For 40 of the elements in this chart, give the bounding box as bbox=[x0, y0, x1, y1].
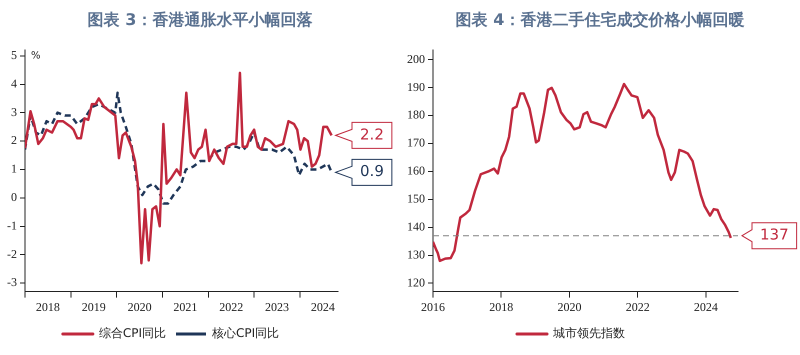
y-tick-label: 5 bbox=[10, 48, 17, 62]
y-tick-label: 2 bbox=[10, 133, 17, 148]
y-tick-label: -1 bbox=[6, 218, 17, 232]
y-tick-label: 1 bbox=[10, 162, 17, 176]
legend-label: 核心CPI同比 bbox=[211, 326, 280, 340]
y-tick-label: 160 bbox=[407, 164, 425, 178]
y-tick-label: 140 bbox=[407, 219, 425, 234]
y-tick-label: 0 bbox=[10, 190, 17, 204]
y-tick-label: 120 bbox=[407, 275, 425, 290]
line-series bbox=[24, 92, 333, 205]
annotation: 0.9 bbox=[360, 162, 384, 180]
x-tick-label: 2019 bbox=[82, 300, 106, 314]
x-tick-label: 2024 bbox=[310, 300, 335, 314]
y-tick-label: 190 bbox=[407, 80, 425, 94]
y-tick-label: 3 bbox=[10, 104, 17, 119]
x-tick-label: 2020 bbox=[128, 300, 152, 314]
y-tick-label: 170 bbox=[407, 136, 425, 150]
legend-label: 城市领先指数 bbox=[552, 326, 625, 340]
x-tick-label: 2016 bbox=[421, 300, 445, 314]
y-tick-label: 150 bbox=[407, 192, 425, 206]
chart-title: 图表 3：香港通胀水平小幅回落 bbox=[86, 9, 314, 31]
x-tick-label: 2018 bbox=[489, 300, 514, 314]
y-tick-label: -2 bbox=[6, 246, 17, 261]
x-tick-label: 2018 bbox=[36, 300, 60, 314]
y-tick-label: 130 bbox=[407, 247, 425, 262]
y-axis-title: % bbox=[30, 50, 41, 62]
x-tick-label: 2022 bbox=[626, 300, 650, 314]
annotation: 2.2 bbox=[360, 125, 384, 144]
y-tick-label: 180 bbox=[407, 108, 425, 122]
x-tick-label: 2021 bbox=[173, 300, 198, 314]
y-tick-label: 4 bbox=[10, 76, 17, 90]
legend-label: 综合CPI同比 bbox=[98, 326, 166, 340]
chart-title: 图表 4：香港二手住宅成交价格小幅回暖 bbox=[454, 9, 746, 31]
ref-line-label: 137 bbox=[760, 226, 789, 244]
y-tick-label: -3 bbox=[6, 275, 17, 290]
y-tick-label: 200 bbox=[407, 52, 425, 66]
x-tick-label: 2022 bbox=[219, 300, 244, 314]
x-tick-label: 2023 bbox=[265, 300, 290, 314]
x-tick-label: 2020 bbox=[557, 300, 582, 314]
x-tick-label: 2024 bbox=[694, 300, 718, 314]
